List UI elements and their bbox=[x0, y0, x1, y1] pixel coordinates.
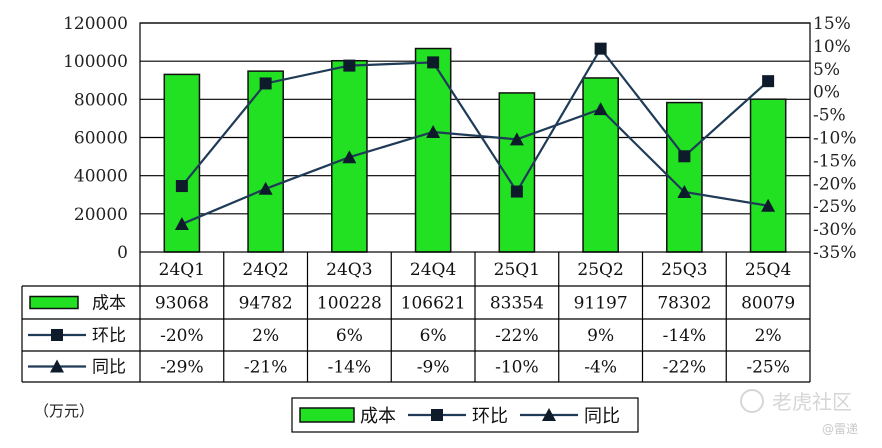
y-right-tick-label: -20% bbox=[813, 174, 857, 194]
legend-key-marker bbox=[431, 409, 443, 421]
y-right-tick-label: 15% bbox=[813, 14, 851, 34]
table-cell: 6% bbox=[336, 326, 363, 346]
table-cell: -14% bbox=[328, 358, 372, 378]
category-label: 24Q2 bbox=[242, 260, 288, 280]
y-left-tick-label: 120000 bbox=[63, 14, 128, 34]
y-left-tick-label: 60000 bbox=[74, 129, 128, 149]
point-square bbox=[343, 59, 356, 72]
table-cell: 80079 bbox=[741, 294, 795, 314]
y-left-tick-label: 0 bbox=[117, 243, 128, 263]
point-triangle bbox=[593, 102, 608, 116]
bar bbox=[247, 70, 284, 253]
table-cell: 91197 bbox=[574, 294, 628, 314]
table-cell: -20% bbox=[160, 326, 204, 346]
gridlines bbox=[140, 22, 810, 215]
table-cell: 100228 bbox=[317, 294, 382, 314]
row-header: 同比 bbox=[92, 358, 126, 378]
y-right-tick-label: -25% bbox=[813, 197, 857, 217]
table-cell: -22% bbox=[663, 358, 707, 378]
y-right-tick-label: -15% bbox=[813, 151, 857, 171]
category-label: 24Q4 bbox=[410, 260, 456, 280]
point-triangle bbox=[426, 125, 441, 139]
legend-key-bar bbox=[299, 407, 355, 423]
table-cell: 94782 bbox=[239, 294, 293, 314]
y-left-tick-label: 100000 bbox=[63, 52, 128, 72]
table-cell: 106621 bbox=[401, 294, 466, 314]
point-square bbox=[427, 56, 440, 69]
row-key-marker bbox=[51, 329, 63, 341]
ratio-lines bbox=[174, 42, 776, 231]
table-cell: 2% bbox=[252, 326, 279, 346]
category-label: 25Q1 bbox=[494, 260, 540, 280]
bar bbox=[749, 98, 787, 253]
category-label: 25Q4 bbox=[745, 260, 791, 280]
data-table: 24Q1 24Q2 24Q3 24Q4 25Q1 25Q2 25Q3 25Q4 成本 93068 9… bbox=[21, 252, 811, 383]
row-header: 成本 bbox=[92, 294, 126, 314]
point-triangle bbox=[258, 181, 273, 195]
y-right-tick-label: 0% bbox=[813, 83, 840, 103]
table-cell: 83354 bbox=[490, 294, 544, 314]
point-triangle bbox=[761, 198, 776, 212]
axes: 0 20000 40000 60000 80000 100000 120000 15% 10% 5… bbox=[63, 14, 856, 263]
point-square bbox=[510, 185, 523, 198]
series-line-环比 bbox=[181, 46, 769, 194]
watermark: 老虎社区 @雷递 bbox=[740, 389, 858, 436]
category-label: 25Q3 bbox=[661, 260, 707, 280]
table-cell: 78302 bbox=[657, 294, 711, 314]
table-cell: 2% bbox=[755, 326, 782, 346]
legend-label: 环比 bbox=[472, 406, 508, 427]
point-square bbox=[594, 42, 607, 55]
legend-key-marker bbox=[542, 408, 556, 421]
bar bbox=[666, 101, 703, 253]
watermark-brand: 老虎社区 bbox=[772, 390, 852, 414]
legend-label: 成本 bbox=[360, 406, 396, 427]
y-right-tick-label: -35% bbox=[813, 243, 857, 263]
y-right-tick-label: -30% bbox=[813, 220, 857, 240]
row-key-bar bbox=[29, 295, 79, 310]
legend-label: 同比 bbox=[584, 406, 620, 427]
point-square bbox=[259, 77, 272, 90]
point-square bbox=[175, 180, 188, 193]
table-cell: 93068 bbox=[155, 294, 209, 314]
table-cell: -10% bbox=[495, 358, 539, 378]
point-square bbox=[678, 150, 691, 163]
category-label: 24Q3 bbox=[326, 260, 372, 280]
category-label: 25Q2 bbox=[577, 260, 623, 280]
point-square bbox=[762, 75, 775, 88]
y-left-tick-label: 20000 bbox=[74, 205, 128, 225]
table-cell: -9% bbox=[417, 358, 450, 378]
table-cell: -14% bbox=[663, 326, 707, 346]
row-header: 环比 bbox=[92, 326, 126, 346]
table-cell: -29% bbox=[160, 358, 204, 378]
table-cell: -4% bbox=[584, 358, 617, 378]
watermark-logo-icon bbox=[740, 389, 764, 413]
table-cell: -25% bbox=[746, 358, 790, 378]
table-cell: -22% bbox=[495, 326, 539, 346]
unit-label: （万元） bbox=[34, 402, 94, 420]
point-triangle bbox=[342, 150, 357, 164]
y-right-tick-label: -10% bbox=[813, 129, 857, 149]
watermark-handle: @雷递 bbox=[822, 422, 858, 436]
bar bbox=[414, 47, 452, 253]
y-right-tick-label: 5% bbox=[813, 60, 840, 80]
y-right-tick-label: -5% bbox=[813, 106, 846, 126]
row-key-marker bbox=[50, 359, 64, 373]
table-cell: 9% bbox=[587, 326, 614, 346]
point-triangle bbox=[677, 185, 692, 199]
category-label: 24Q1 bbox=[159, 260, 205, 280]
y-left-tick-label: 40000 bbox=[74, 167, 128, 187]
series-line-同比 bbox=[181, 107, 769, 226]
point-triangle bbox=[174, 217, 189, 231]
y-left-tick-label: 80000 bbox=[74, 90, 128, 110]
table-cell: 6% bbox=[420, 326, 447, 346]
point-triangle bbox=[509, 132, 524, 146]
legend: 成本 环比 同比 bbox=[291, 397, 639, 433]
y-right-tick-label: 10% bbox=[813, 37, 851, 57]
table-cell: -21% bbox=[244, 358, 288, 378]
